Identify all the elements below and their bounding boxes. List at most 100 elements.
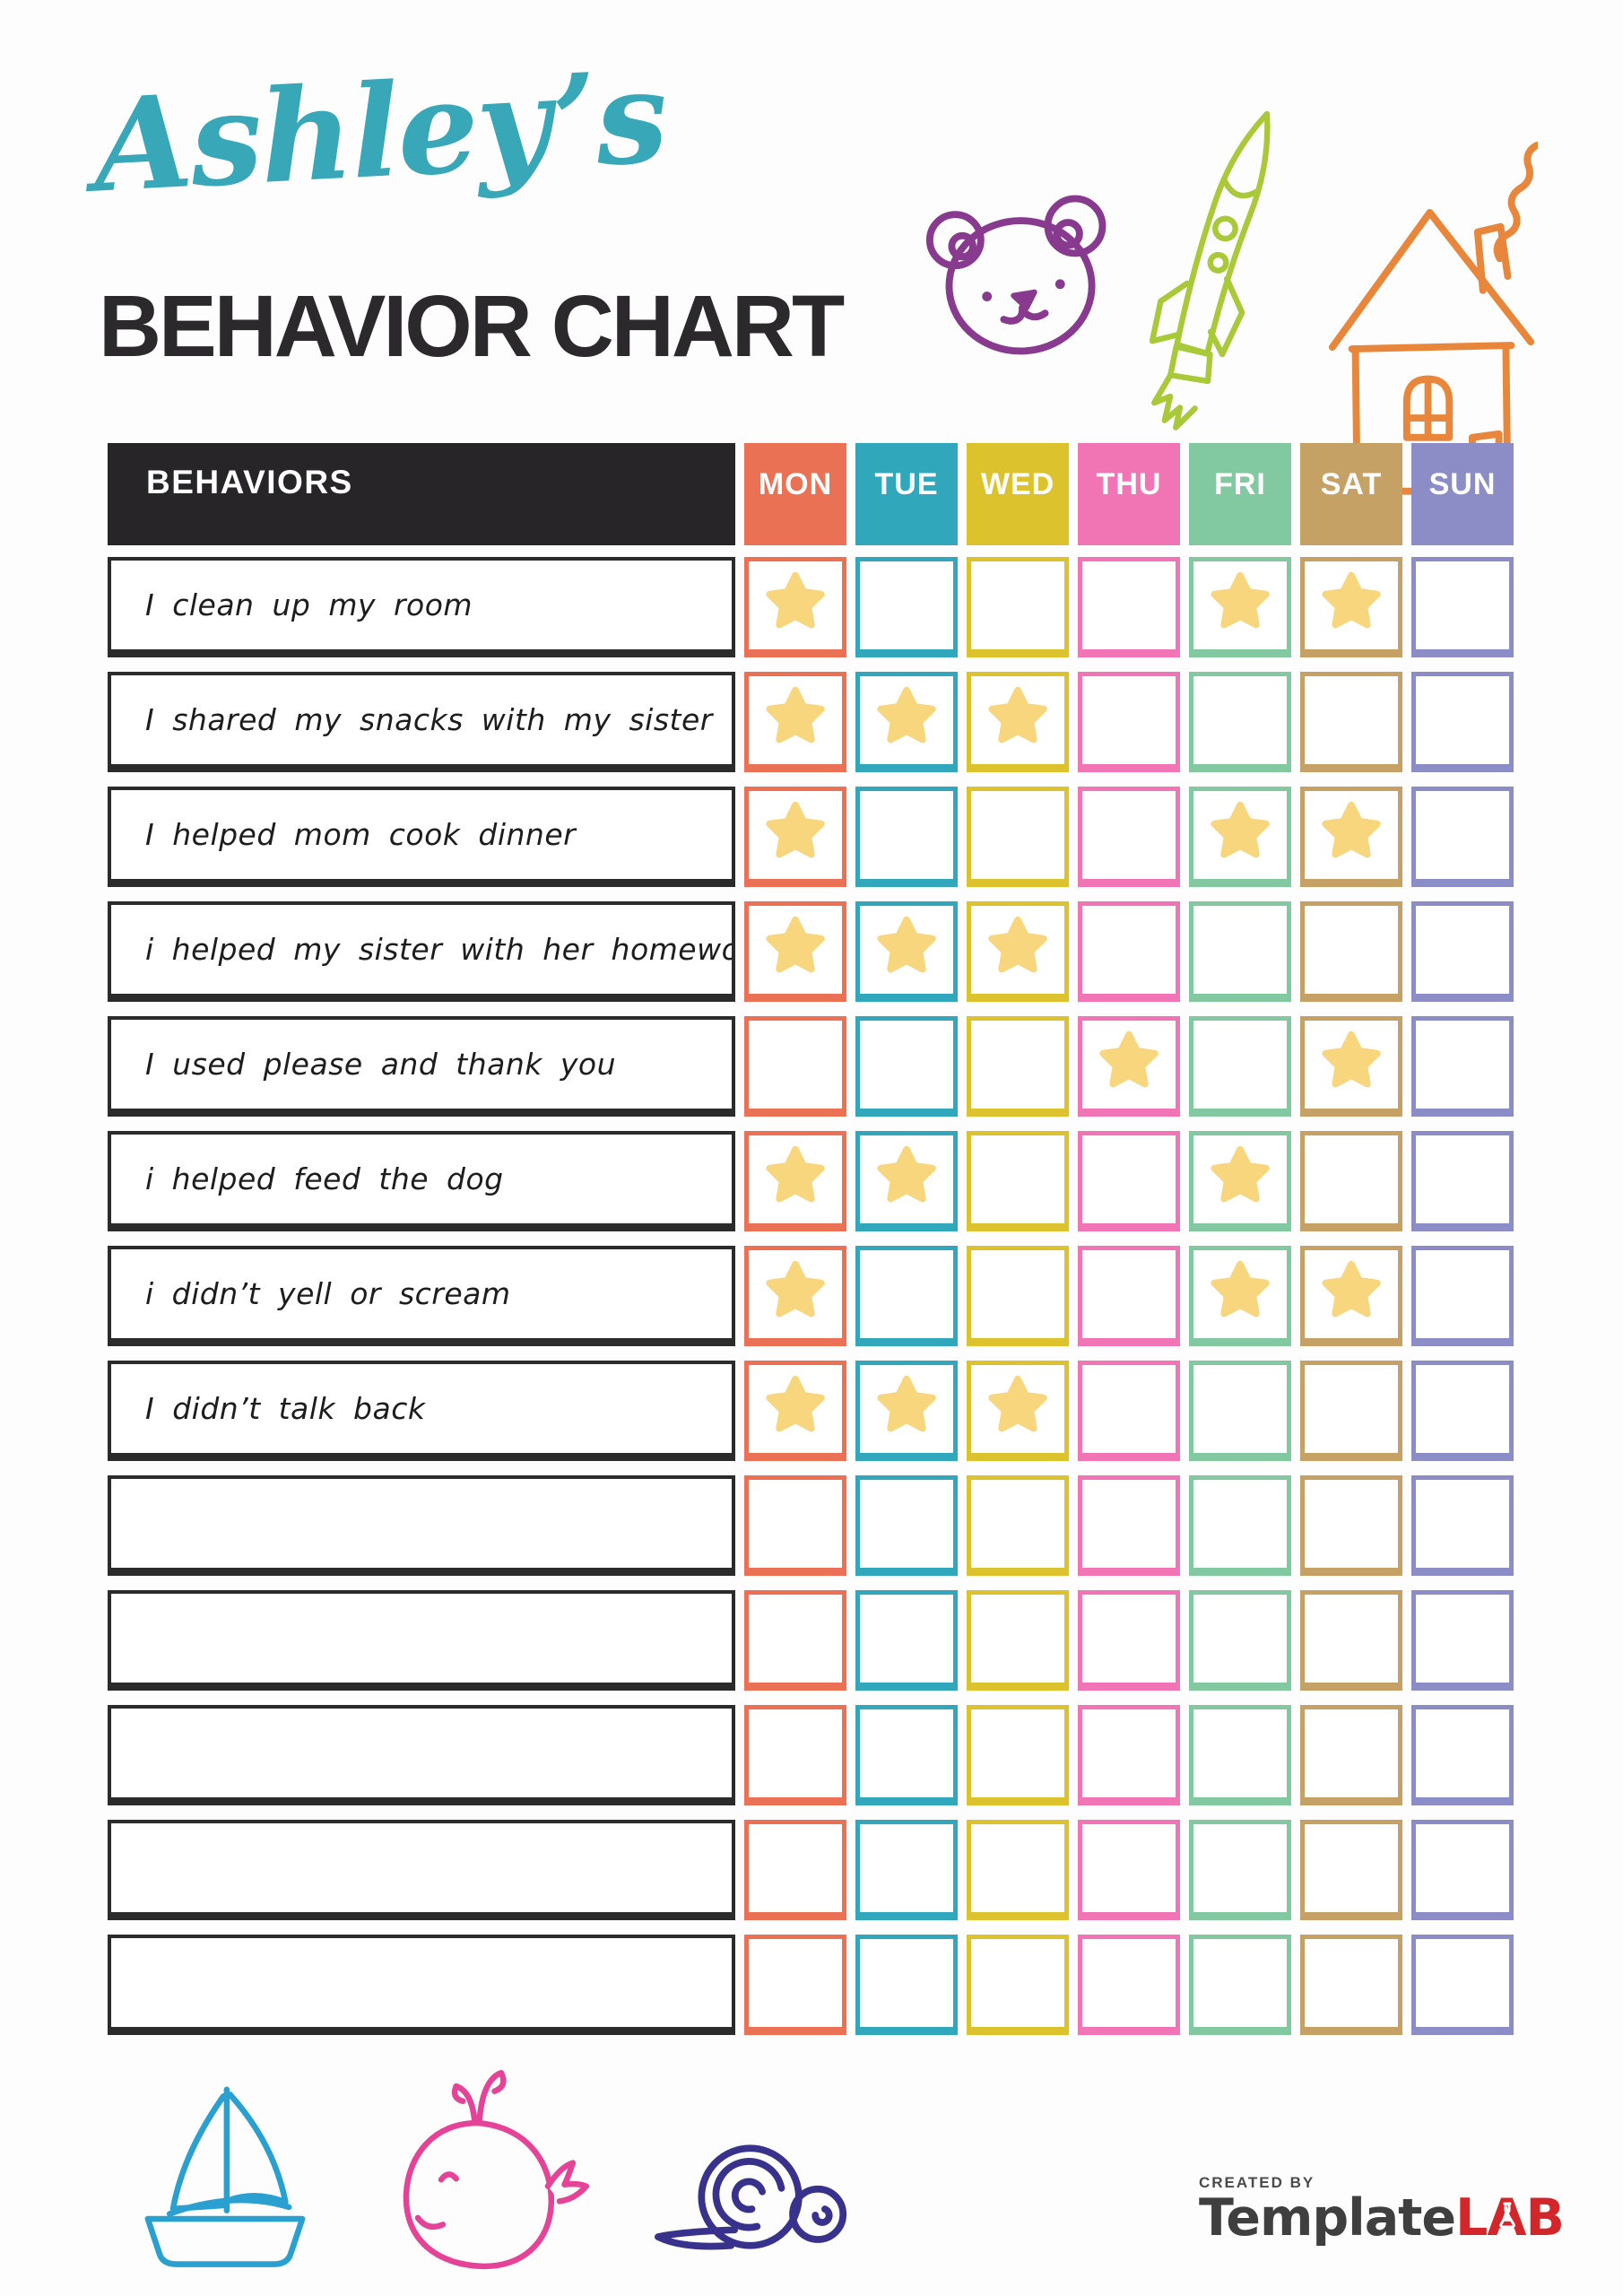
day-header-fri: FRI: [1189, 443, 1291, 545]
day-cell-mon: [744, 1361, 846, 1461]
day-cell-thu: [1078, 901, 1180, 1002]
day-cell-fri: [1189, 1246, 1291, 1346]
day-cell-fri: [1189, 1590, 1291, 1691]
table-row: i didn’t yell or scream: [108, 1246, 1514, 1346]
day-cell-sun: [1411, 1016, 1514, 1117]
behavior-label-cell: I shared my snacks with my sister: [108, 672, 735, 772]
star-icon: [1322, 1260, 1381, 1317]
day-cell-tue: [855, 672, 958, 772]
day-cell-sat: [1300, 1131, 1402, 1231]
day-cell-sun: [1411, 1820, 1514, 1920]
day-header-sat: SAT: [1300, 443, 1402, 545]
day-cell-thu: [1078, 1475, 1180, 1576]
day-cell-sat: [1300, 1935, 1402, 2035]
day-cell-mon: [744, 557, 846, 657]
star-icon: [1211, 1145, 1270, 1202]
day-cell-fri: [1189, 787, 1291, 887]
behavior-table: BEHAVIORS MON TUE WED THU FRI SAT SUN I clean …: [108, 443, 1514, 2049]
star-icon: [1322, 801, 1381, 857]
day-cell-sun: [1411, 1935, 1514, 2035]
day-header-sun: SUN: [1411, 443, 1514, 545]
day-cell-mon: [744, 1475, 846, 1576]
day-cell-tue: [855, 787, 958, 887]
behavior-label-cell: [108, 1475, 735, 1576]
table-row: [108, 1705, 1514, 1805]
day-cell-wed: [967, 787, 1069, 887]
table-body: I clean up my room I shared my snacks wi…: [108, 557, 1514, 2035]
day-cell-mon: [744, 1820, 846, 1920]
day-cell-mon: [744, 672, 846, 772]
day-cell-sun: [1411, 1246, 1514, 1346]
star-icon: [766, 916, 825, 972]
whale-icon: [395, 2061, 595, 2278]
brand-footer: CREATED BY TemplateLAB: [1199, 2174, 1565, 2244]
day-cell-sun: [1411, 901, 1514, 1002]
star-icon: [877, 1375, 936, 1431]
day-cell-tue: [855, 1361, 958, 1461]
day-cell-sat: [1300, 1705, 1402, 1805]
snail-icon: [647, 2127, 856, 2266]
day-cell-fri: [1189, 672, 1291, 772]
table-row: I clean up my room: [108, 557, 1514, 657]
day-cell-wed: [967, 1246, 1069, 1346]
day-cell-sun: [1411, 557, 1514, 657]
day-header-thu: THU: [1078, 443, 1180, 545]
behavior-label-cell: [108, 1935, 735, 2035]
child-name-title: Ashley’s: [90, 42, 670, 222]
day-cell-fri: [1189, 1935, 1291, 2035]
day-cell-fri: [1189, 557, 1291, 657]
day-cell-tue: [855, 1016, 958, 1117]
day-cell-fri: [1189, 1131, 1291, 1231]
day-cell-sat: [1300, 672, 1402, 772]
table-row: [108, 1820, 1514, 1920]
created-by-label: CREATED BY: [1199, 2174, 1315, 2191]
behavior-label-cell: i didn’t yell or scream: [108, 1246, 735, 1346]
day-cell-wed: [967, 1016, 1069, 1117]
behavior-label-cell: [108, 1705, 735, 1805]
day-cell-sun: [1411, 1475, 1514, 1576]
star-icon: [766, 1145, 825, 1202]
day-cell-wed: [967, 901, 1069, 1002]
sailboat-icon: [133, 2083, 317, 2276]
behavior-label-cell: I clean up my room: [108, 557, 735, 657]
table-row: I shared my snacks with my sister: [108, 672, 1514, 772]
day-cell-fri: [1189, 1705, 1291, 1805]
day-cell-sun: [1411, 1361, 1514, 1461]
day-cell-wed: [967, 557, 1069, 657]
day-cell-thu: [1078, 1016, 1180, 1117]
day-cell-wed: [967, 1131, 1069, 1231]
day-cell-sun: [1411, 1705, 1514, 1805]
star-icon: [766, 801, 825, 857]
day-cell-mon: [744, 787, 846, 887]
table-row: i helped feed the dog: [108, 1131, 1514, 1231]
day-cell-mon: [744, 1246, 846, 1346]
day-cell-wed: [967, 672, 1069, 772]
day-cell-tue: [855, 1590, 958, 1691]
day-cell-mon: [744, 1590, 846, 1691]
day-cell-thu: [1078, 672, 1180, 772]
day-cell-sun: [1411, 672, 1514, 772]
day-header-mon: MON: [744, 443, 846, 545]
star-icon: [1322, 1031, 1381, 1087]
day-cell-tue: [855, 1475, 958, 1576]
star-icon: [1211, 571, 1270, 628]
rocket-icon: [1132, 90, 1318, 463]
bear-icon: [922, 190, 1124, 359]
day-cell-thu: [1078, 1820, 1180, 1920]
star-icon: [1211, 801, 1270, 857]
day-cell-sat: [1300, 1361, 1402, 1461]
brand-lab-text: LAB: [1455, 2188, 1565, 2248]
star-icon: [877, 1145, 936, 1202]
star-icon: [766, 686, 825, 743]
day-cell-sat: [1300, 901, 1402, 1002]
day-header-wed: WED: [967, 443, 1069, 545]
day-cell-sun: [1411, 1131, 1514, 1231]
day-cell-sat: [1300, 1016, 1402, 1117]
table-row: I helped mom cook dinner: [108, 787, 1514, 887]
day-cell-wed: [967, 1590, 1069, 1691]
star-icon: [1211, 1260, 1270, 1317]
day-cell-tue: [855, 1820, 958, 1920]
star-icon: [988, 686, 1047, 743]
day-cell-tue: [855, 901, 958, 1002]
